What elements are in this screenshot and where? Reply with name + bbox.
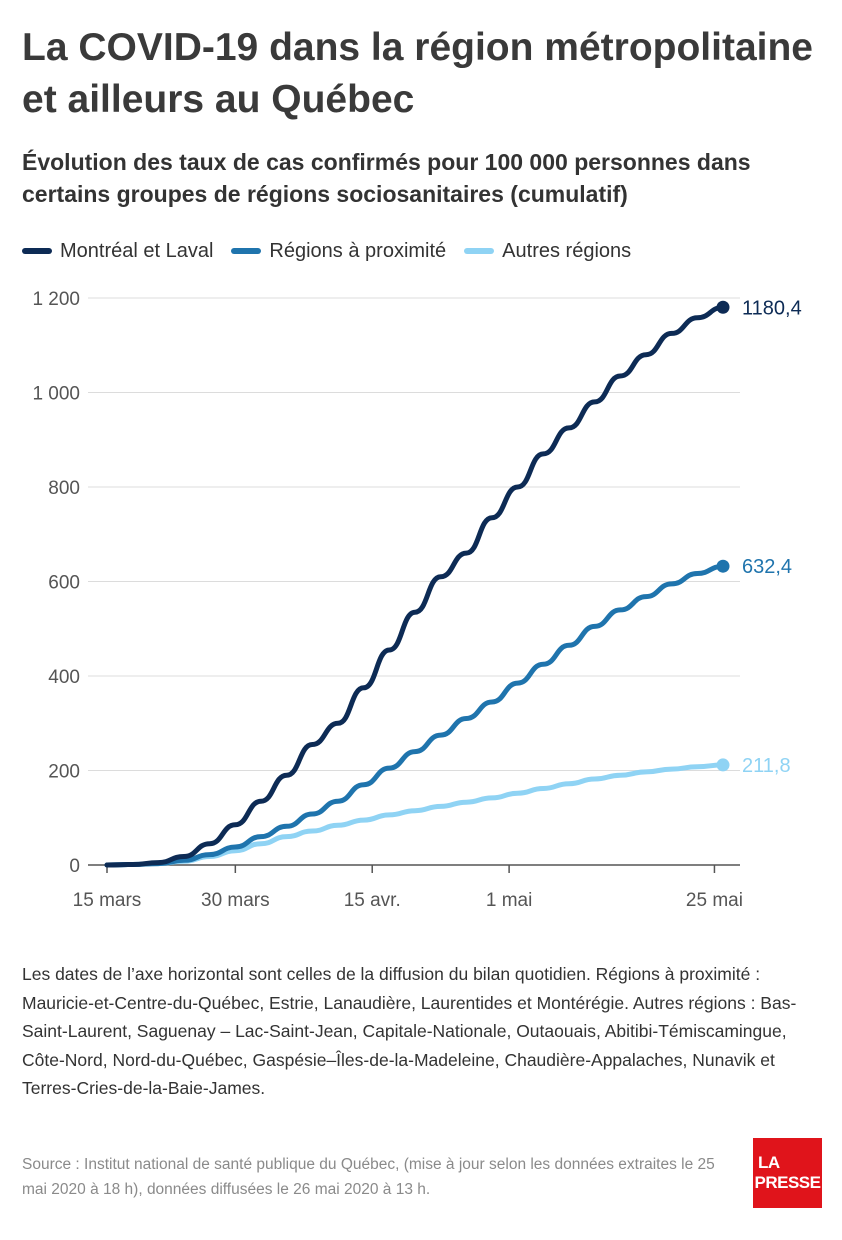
series-line	[104, 563, 726, 868]
logo-line-2: PRESSE	[754, 1173, 821, 1192]
line-chart: 0 200 400 600 800 1 000 1 200 15 mars 30 mars 15 …	[32, 289, 802, 911]
series-end-label: 632,4	[742, 556, 792, 578]
logo-line-1: LA	[758, 1153, 780, 1172]
x-tick-label: 25 mai	[686, 890, 743, 911]
series-end-marker	[716, 300, 730, 314]
series-end-label: 1180,4	[742, 297, 802, 319]
y-tick-label: 600	[48, 573, 80, 594]
y-tick-label: 1 200	[32, 289, 80, 310]
la-presse-logo: LA PRESSE	[753, 1138, 822, 1208]
x-tick-label: 15 avr.	[344, 890, 401, 911]
legend-swatch	[231, 248, 262, 254]
legend-swatch	[464, 248, 495, 254]
series-end-marker	[716, 758, 730, 772]
y-tick-label: 800	[48, 478, 80, 499]
page-title: La COVID-19 dans la région métropolitain…	[22, 26, 813, 121]
chart-subtitle: Évolution des taux de cas confirmés pour…	[22, 149, 751, 207]
legend-item-autres-regions: Autres régions	[464, 240, 631, 263]
y-tick-label: 400	[48, 667, 80, 688]
x-tick-label: 15 mars	[73, 890, 142, 911]
legend-item-regions-proximite: Régions à proximité	[231, 240, 446, 263]
legend-swatch	[22, 248, 52, 254]
legend-label: Autres régions	[502, 239, 632, 262]
source-note: Source : Institut national de santé publ…	[22, 1156, 715, 1198]
series-line	[104, 304, 726, 868]
legend-item-montreal-laval: Montréal et Laval	[22, 240, 213, 263]
y-tick-label: 200	[48, 762, 80, 783]
y-tick-label: 1 000	[32, 384, 80, 405]
series-end-marker	[716, 559, 730, 573]
chart-notes: Les dates de l’axe horizontal sont celle…	[22, 964, 797, 1098]
x-tick-label: 30 mars	[201, 890, 270, 911]
legend-label: Régions à proximité	[269, 239, 447, 262]
series-end-label: 211,8	[742, 755, 791, 777]
x-tick-label: 1 mai	[486, 890, 532, 911]
y-tick-label: 0	[69, 856, 80, 877]
chart-legend: Montréal et Laval Régions à proximité Au…	[22, 236, 649, 266]
legend-label: Montréal et Laval	[60, 239, 214, 262]
